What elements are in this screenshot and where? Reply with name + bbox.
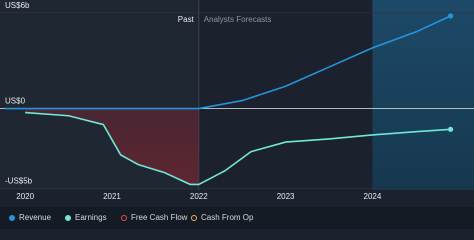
x-tick-label: 2020: [16, 192, 34, 201]
forecast-highlight: [372, 0, 474, 190]
legend-item[interactable]: Cash From Op: [191, 213, 255, 222]
chart: Past Analysts Forecasts US$6b US$0 -US$5b 202…: [0, 0, 474, 229]
x-tick-label: 2021: [103, 192, 121, 201]
earnings-area: [25, 108, 199, 185]
end-marker: [447, 126, 454, 132]
end-marker: [447, 13, 454, 19]
x-tick-label: 2022: [190, 192, 208, 201]
series-line: [25, 111, 451, 186]
legend-item[interactable]: Revenue: [9, 213, 52, 222]
legend-label: Cash From Op: [201, 213, 254, 222]
y-tick-label: US$6b: [5, 1, 30, 10]
legend-swatch: [191, 215, 197, 221]
series-line: [5, 15, 451, 110]
legend-label: Earnings: [75, 213, 107, 222]
legend-bar: [0, 207, 474, 229]
legend-item[interactable]: Earnings: [65, 213, 107, 222]
x-tick-label: 2024: [364, 192, 382, 201]
legend-swatch: [65, 215, 71, 221]
forecast-label: Analysts Forecasts: [204, 15, 272, 24]
y-tick-label: US$0: [5, 97, 26, 106]
legend-label: Free Cash Flow: [131, 213, 188, 222]
legend-swatch: [121, 215, 127, 221]
legend-item[interactable]: Free Cash Flow: [121, 213, 188, 222]
legend-swatch: [9, 215, 15, 221]
legend-label: Revenue: [19, 213, 52, 222]
past-label: Past: [178, 15, 195, 24]
y-tick-label: -US$5b: [5, 177, 33, 186]
x-tick-label: 2023: [277, 192, 295, 201]
